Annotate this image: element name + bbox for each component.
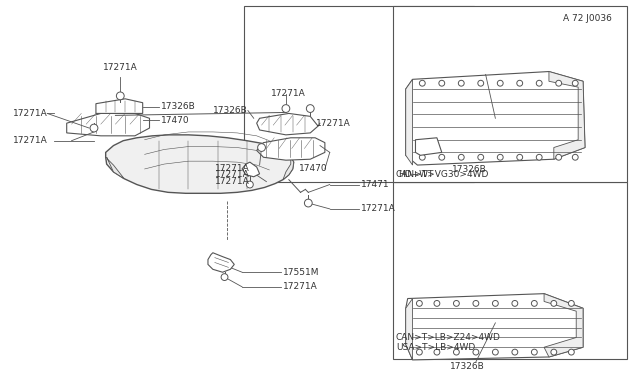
Text: 17326B: 17326B	[452, 166, 486, 174]
Bar	[393, 6, 627, 182]
Circle shape	[434, 301, 440, 306]
Polygon shape	[107, 157, 124, 179]
Text: 17271A: 17271A	[271, 89, 306, 99]
Circle shape	[478, 154, 484, 160]
Circle shape	[551, 349, 557, 355]
Circle shape	[473, 349, 479, 355]
Text: 17326B: 17326B	[213, 106, 248, 115]
Circle shape	[258, 144, 266, 151]
Text: 17271A: 17271A	[215, 177, 250, 186]
Text: 17271A: 17271A	[215, 170, 250, 179]
Circle shape	[305, 199, 312, 207]
Polygon shape	[415, 138, 442, 155]
Polygon shape	[208, 253, 234, 272]
Circle shape	[568, 301, 574, 306]
Polygon shape	[106, 135, 294, 193]
Circle shape	[492, 301, 499, 306]
Text: 17271A: 17271A	[13, 109, 48, 118]
Text: 17271A: 17271A	[215, 164, 250, 173]
Circle shape	[307, 105, 314, 112]
Polygon shape	[257, 138, 325, 160]
Circle shape	[439, 154, 445, 160]
Circle shape	[531, 349, 537, 355]
Circle shape	[551, 301, 557, 306]
Circle shape	[454, 349, 460, 355]
Text: 17271A: 17271A	[103, 63, 138, 72]
Circle shape	[478, 80, 484, 86]
Circle shape	[516, 80, 523, 86]
Text: 17271A: 17271A	[13, 136, 48, 145]
Circle shape	[556, 80, 562, 86]
Circle shape	[473, 301, 479, 306]
Circle shape	[282, 105, 290, 112]
Text: 17271A: 17271A	[283, 282, 317, 291]
Polygon shape	[406, 79, 413, 165]
Circle shape	[458, 154, 464, 160]
Circle shape	[434, 349, 440, 355]
Circle shape	[417, 301, 422, 306]
Text: USA>T>LB>4WD: USA>T>LB>4WD	[396, 343, 476, 352]
Text: CAN>T>LB>Z24>4WD: CAN>T>LB>Z24>4WD	[396, 333, 501, 342]
Circle shape	[536, 154, 542, 160]
Circle shape	[512, 349, 518, 355]
Circle shape	[439, 80, 445, 86]
Polygon shape	[242, 162, 260, 177]
Circle shape	[497, 80, 503, 86]
Circle shape	[419, 80, 425, 86]
Circle shape	[531, 301, 537, 306]
Circle shape	[516, 154, 523, 160]
Circle shape	[246, 181, 253, 188]
Circle shape	[116, 92, 124, 100]
Text: 17326B: 17326B	[161, 102, 196, 111]
Circle shape	[492, 349, 499, 355]
Polygon shape	[406, 294, 583, 360]
Text: A 72 J0036: A 72 J0036	[563, 15, 612, 23]
Circle shape	[536, 80, 542, 86]
Bar	[393, 182, 627, 359]
Circle shape	[419, 154, 425, 160]
Text: 17271A: 17271A	[361, 204, 396, 214]
Circle shape	[556, 154, 562, 160]
Text: 17326B: 17326B	[449, 362, 484, 371]
Text: CAN>T>VG30>4WD: CAN>T>VG30>4WD	[396, 170, 490, 179]
Text: 17271A: 17271A	[316, 119, 351, 128]
Polygon shape	[96, 99, 143, 113]
Polygon shape	[406, 298, 413, 360]
Circle shape	[497, 154, 503, 160]
Bar	[244, 6, 474, 182]
Polygon shape	[283, 157, 294, 180]
Circle shape	[90, 124, 98, 132]
Text: 17470: 17470	[161, 116, 190, 125]
Polygon shape	[544, 294, 583, 357]
Text: HD+WT: HD+WT	[397, 170, 433, 179]
Text: 17551M: 17551M	[283, 268, 319, 277]
Circle shape	[454, 301, 460, 306]
Text: 17471: 17471	[361, 180, 390, 189]
Circle shape	[512, 301, 518, 306]
Polygon shape	[549, 71, 585, 159]
Text: 17470: 17470	[299, 164, 327, 173]
Circle shape	[572, 80, 578, 86]
Circle shape	[458, 80, 464, 86]
Circle shape	[572, 154, 578, 160]
Circle shape	[221, 274, 228, 280]
Circle shape	[417, 349, 422, 355]
Polygon shape	[67, 113, 150, 136]
Circle shape	[568, 349, 574, 355]
Polygon shape	[406, 71, 585, 165]
Polygon shape	[257, 113, 318, 135]
